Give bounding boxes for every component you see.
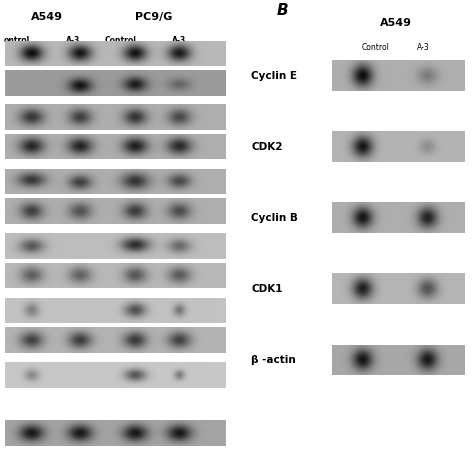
Text: A-3: A-3 <box>66 36 81 45</box>
Text: A-3: A-3 <box>417 43 429 52</box>
Text: A-3: A-3 <box>172 36 186 45</box>
Text: A549: A549 <box>380 18 412 28</box>
Text: β -actin: β -actin <box>251 355 296 365</box>
Text: Cyclin E: Cyclin E <box>251 71 297 81</box>
Text: ontrol: ontrol <box>3 36 30 45</box>
Text: B: B <box>276 3 288 18</box>
Text: Control: Control <box>105 36 137 45</box>
Text: PC9/G: PC9/G <box>136 11 173 22</box>
Text: CDK1: CDK1 <box>251 284 283 294</box>
Text: Control: Control <box>362 43 390 52</box>
Text: Cyclin B: Cyclin B <box>251 213 298 223</box>
Text: CDK2: CDK2 <box>251 142 283 152</box>
Text: A549: A549 <box>31 11 64 22</box>
